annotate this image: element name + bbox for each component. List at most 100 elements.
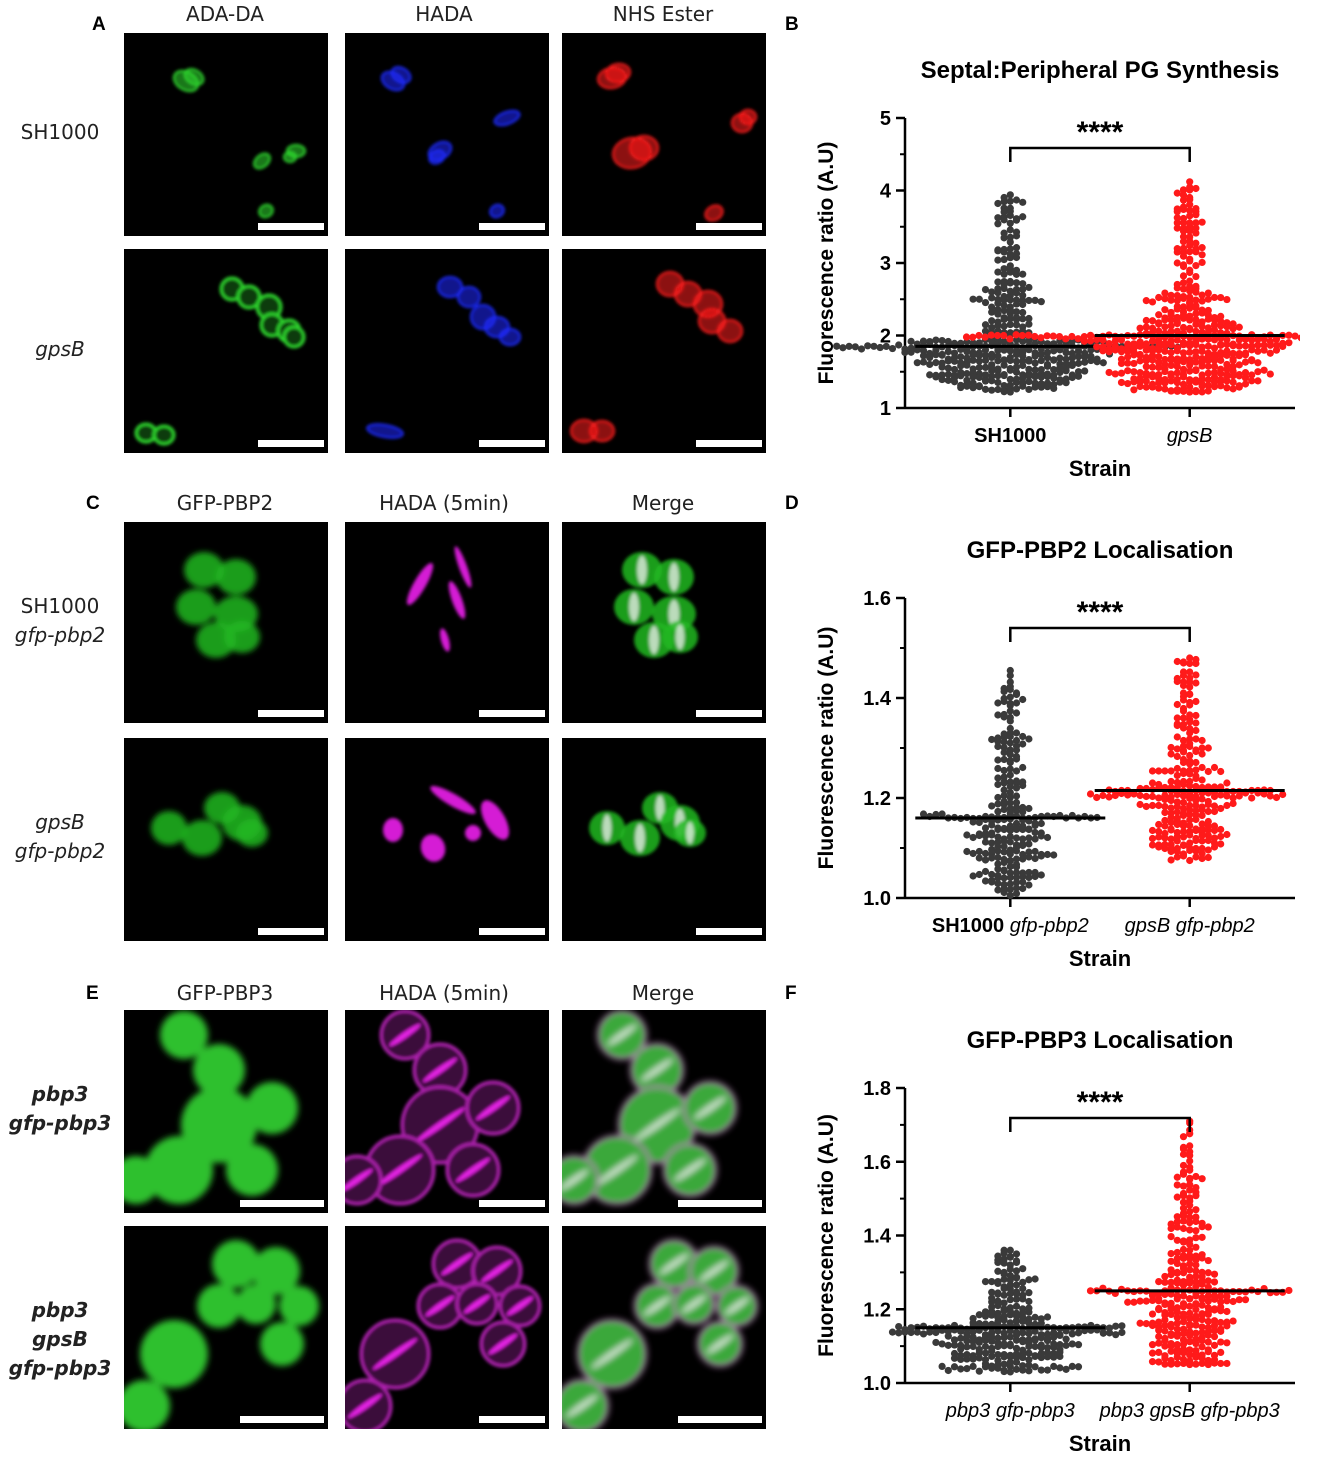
data-point bbox=[1148, 826, 1157, 835]
data-point bbox=[1012, 868, 1021, 877]
data-point bbox=[981, 1320, 990, 1328]
data-point bbox=[1019, 352, 1027, 360]
data-point bbox=[1192, 1300, 1200, 1308]
data-point bbox=[1012, 729, 1021, 737]
data-point bbox=[1179, 822, 1188, 830]
data-point bbox=[1179, 755, 1188, 764]
data-point bbox=[1142, 323, 1150, 331]
data-point bbox=[1025, 1349, 1033, 1357]
data-point bbox=[1112, 1322, 1120, 1330]
data-point bbox=[1012, 378, 1021, 387]
data-point bbox=[1006, 375, 1014, 383]
data-point bbox=[1000, 1275, 1008, 1283]
data-point bbox=[994, 214, 1002, 222]
data-point bbox=[1006, 832, 1014, 841]
data-point bbox=[1167, 804, 1175, 812]
data-point bbox=[1204, 362, 1212, 370]
y-tick-label: 1.2 bbox=[863, 788, 891, 810]
data-point bbox=[1241, 369, 1250, 377]
data-point bbox=[1037, 852, 1045, 860]
data-point bbox=[1006, 197, 1014, 205]
data-point bbox=[1012, 331, 1020, 339]
data-point bbox=[1198, 776, 1206, 784]
data-point bbox=[1186, 690, 1194, 699]
data-point bbox=[1179, 1355, 1188, 1363]
data-point bbox=[1019, 1305, 1027, 1313]
data-point bbox=[994, 853, 1002, 862]
data-point bbox=[1223, 1322, 1231, 1330]
data-point bbox=[1000, 837, 1008, 846]
data-point bbox=[1198, 849, 1206, 858]
data-point bbox=[1186, 794, 1194, 803]
data-point bbox=[1155, 833, 1163, 841]
data-point bbox=[1179, 704, 1188, 713]
data-point bbox=[1019, 781, 1027, 790]
data-point bbox=[1204, 342, 1212, 350]
row-label-pbp3-gfp-pbp3: pbp3 gfp-pbp3 bbox=[5, 1080, 115, 1138]
data-point bbox=[1006, 335, 1014, 343]
data-point bbox=[1000, 805, 1008, 814]
data-point bbox=[932, 336, 940, 344]
data-point bbox=[1031, 373, 1039, 381]
data-point bbox=[1217, 1327, 1225, 1335]
micrograph-image bbox=[151, 792, 268, 856]
data-point bbox=[1186, 1322, 1194, 1330]
data-point bbox=[1173, 245, 1181, 253]
data-point bbox=[1241, 1296, 1250, 1304]
data-point bbox=[1086, 790, 1095, 798]
data-point bbox=[1186, 1302, 1194, 1310]
data-point bbox=[994, 774, 1002, 782]
data-point bbox=[1198, 335, 1206, 343]
data-point bbox=[857, 345, 866, 353]
data-point bbox=[1186, 698, 1194, 707]
data-point bbox=[1217, 767, 1225, 776]
data-point bbox=[1012, 798, 1021, 807]
data-point bbox=[1037, 1334, 1045, 1342]
data-point bbox=[1161, 375, 1169, 384]
x-tick-label: pbp3 gpsB gfp-pbp3 bbox=[1099, 1400, 1280, 1422]
data-point bbox=[1186, 711, 1194, 719]
data-point bbox=[1186, 201, 1194, 209]
data-point bbox=[1148, 1358, 1157, 1366]
data-point bbox=[1155, 794, 1163, 802]
data-point bbox=[1050, 1333, 1058, 1341]
scale-bar bbox=[479, 1200, 545, 1207]
micrograph-image bbox=[614, 552, 698, 658]
data-point bbox=[1272, 346, 1281, 354]
data-point bbox=[1210, 1292, 1219, 1300]
data-point bbox=[969, 849, 977, 858]
data-point bbox=[1019, 291, 1027, 300]
y-tick-label: 1.0 bbox=[863, 888, 891, 910]
data-point bbox=[1093, 793, 1101, 802]
data-point bbox=[1161, 829, 1169, 838]
data-point bbox=[1204, 369, 1212, 377]
data-point bbox=[1192, 245, 1200, 253]
data-point bbox=[1006, 277, 1014, 286]
data-point bbox=[1068, 373, 1076, 382]
data-point bbox=[994, 800, 1002, 808]
data-point bbox=[1012, 1309, 1021, 1317]
data-point bbox=[1136, 351, 1144, 359]
data-point bbox=[1062, 1327, 1070, 1335]
micrograph-image bbox=[134, 276, 306, 446]
data-point bbox=[994, 357, 1002, 365]
data-point bbox=[1210, 1351, 1219, 1359]
data-point bbox=[1223, 323, 1231, 331]
y-tick-label: 2 bbox=[880, 326, 891, 348]
data-point bbox=[1192, 358, 1200, 366]
data-point bbox=[1248, 356, 1256, 364]
data-point bbox=[895, 1329, 903, 1337]
data-point bbox=[981, 363, 990, 371]
data-point bbox=[1031, 1320, 1039, 1328]
data-point bbox=[1186, 193, 1194, 202]
data-point bbox=[1248, 371, 1256, 379]
data-point bbox=[1099, 336, 1107, 344]
data-point bbox=[1173, 714, 1181, 722]
data-point bbox=[1167, 1257, 1175, 1265]
data-point bbox=[1173, 1213, 1181, 1221]
data-point bbox=[901, 348, 909, 357]
data-point bbox=[1192, 1261, 1200, 1269]
data-point bbox=[1099, 791, 1107, 800]
data-point bbox=[988, 303, 996, 311]
data-point bbox=[1192, 1256, 1200, 1264]
